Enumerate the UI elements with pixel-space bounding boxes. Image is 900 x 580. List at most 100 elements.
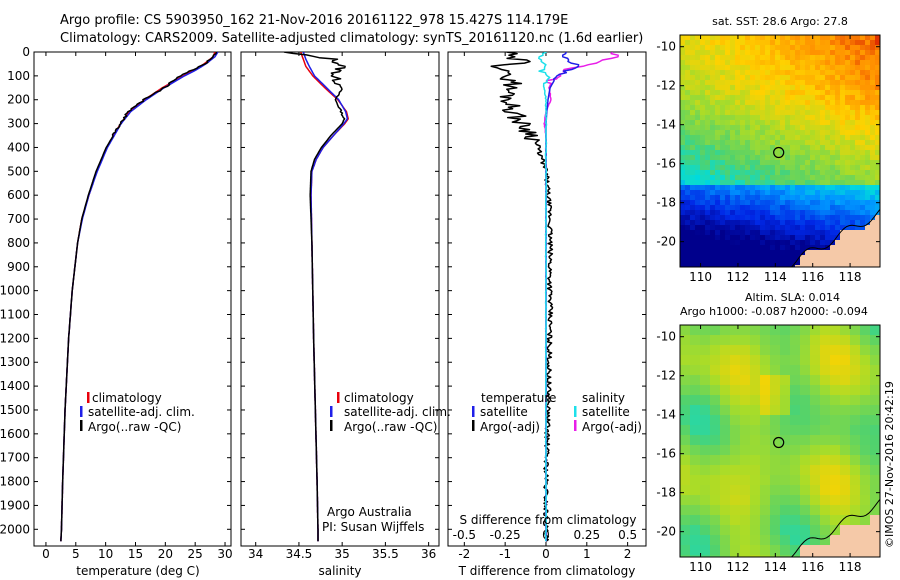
sst-cell xyxy=(860,120,866,126)
sla-cell xyxy=(740,515,751,526)
sst-cell xyxy=(860,230,866,236)
sst-cell xyxy=(710,250,716,256)
map-y-tick-label: -16 xyxy=(656,447,676,461)
sst-cell xyxy=(825,130,831,136)
salinity-x-axis: 34 34.5 35 35.5 36 xyxy=(248,52,436,561)
sst-cell xyxy=(795,190,801,196)
sst-cell xyxy=(780,185,786,191)
sla-cell xyxy=(800,525,811,536)
sst-cell xyxy=(845,65,851,71)
sst-cell xyxy=(770,70,776,76)
sst-cell xyxy=(735,45,741,51)
sla-cell xyxy=(770,355,781,366)
sst-cell xyxy=(680,135,686,141)
sla-cell xyxy=(790,355,801,366)
sst-cell xyxy=(700,235,706,241)
sst-cell xyxy=(835,155,841,161)
sst-cell xyxy=(850,50,856,56)
sst-cell xyxy=(805,260,811,266)
sst-cell xyxy=(685,170,691,176)
sst-cell xyxy=(795,255,801,261)
sst-cell xyxy=(740,260,746,266)
sla-cell xyxy=(840,395,851,406)
sst-cell xyxy=(685,50,691,56)
sst-cell xyxy=(680,155,686,161)
sla-cell xyxy=(860,415,871,426)
sst-cell xyxy=(695,55,701,61)
sst-cell xyxy=(725,90,731,96)
sst-cell xyxy=(835,55,841,61)
sst-cell xyxy=(725,175,731,181)
sst-cell xyxy=(820,85,826,91)
sla-cell xyxy=(800,325,811,336)
sst-cell xyxy=(810,40,816,46)
sst-cell xyxy=(690,195,696,201)
sst-cell xyxy=(725,65,731,71)
sst-cell xyxy=(785,215,791,221)
sst-cell xyxy=(805,130,811,136)
sst-cell xyxy=(875,65,880,71)
sst-cell xyxy=(815,200,821,206)
sst-cell xyxy=(830,145,836,151)
difference-lines xyxy=(490,52,619,542)
coastline xyxy=(790,208,880,267)
sla-cell xyxy=(710,435,721,446)
sla-cell xyxy=(810,485,821,496)
sla-cell xyxy=(720,365,731,376)
sst-cell xyxy=(740,205,746,211)
sst-cell xyxy=(795,95,801,101)
salinity-legend: climatology satellite-adj. clim. Argo(..… xyxy=(330,391,451,434)
sst-cell xyxy=(820,75,826,81)
sst-cell xyxy=(770,240,776,246)
sst-cell xyxy=(840,45,846,51)
sst-cell xyxy=(680,245,686,251)
sst-cell xyxy=(740,145,746,151)
sst-cell xyxy=(780,130,786,136)
sst-cell xyxy=(745,255,751,261)
sst-cell xyxy=(735,110,741,116)
depth-tick-label: 800 xyxy=(7,236,30,250)
sla-cell xyxy=(710,415,721,426)
sst-cell xyxy=(840,260,846,266)
sst-cell xyxy=(845,195,851,201)
sst-cell xyxy=(790,135,796,141)
sla-cell xyxy=(710,475,721,486)
sst-cell xyxy=(795,130,801,136)
sst-cell xyxy=(830,250,836,256)
sst-cell xyxy=(870,115,876,121)
sst-cell xyxy=(710,255,716,261)
sst-cell xyxy=(735,210,741,216)
sst-cell xyxy=(805,125,811,131)
sst-cell xyxy=(700,265,706,267)
sst-cell xyxy=(775,130,781,136)
sst-cell xyxy=(695,170,701,176)
sst-cell xyxy=(700,145,706,151)
sla-cell xyxy=(860,535,871,546)
sst-cell xyxy=(760,250,766,256)
sla-cell xyxy=(690,495,701,506)
sla-cell xyxy=(860,515,871,526)
sst-cell xyxy=(855,170,861,176)
x-tick-label: 34.5 xyxy=(286,547,313,561)
sst-cell xyxy=(735,155,741,161)
sst-cell xyxy=(715,130,721,136)
sst-cell xyxy=(835,215,841,221)
sst-cell xyxy=(730,225,736,231)
sst-cell xyxy=(775,105,781,111)
sst-cell xyxy=(695,105,701,111)
sla-cell xyxy=(800,335,811,346)
sst-cell xyxy=(765,250,771,256)
sst-cell xyxy=(855,185,861,191)
sst-cell xyxy=(705,220,711,226)
sst-cell xyxy=(845,125,851,131)
sst-cell xyxy=(805,165,811,171)
sst-cell xyxy=(775,35,781,41)
sla-cell xyxy=(840,485,851,496)
sst-cell xyxy=(745,260,751,266)
sst-cell xyxy=(840,60,846,66)
sst-cell xyxy=(800,45,806,51)
sst-cell xyxy=(720,230,726,236)
sst-cell xyxy=(860,100,866,106)
sla-cell xyxy=(750,535,761,546)
sst-cell xyxy=(785,230,791,236)
